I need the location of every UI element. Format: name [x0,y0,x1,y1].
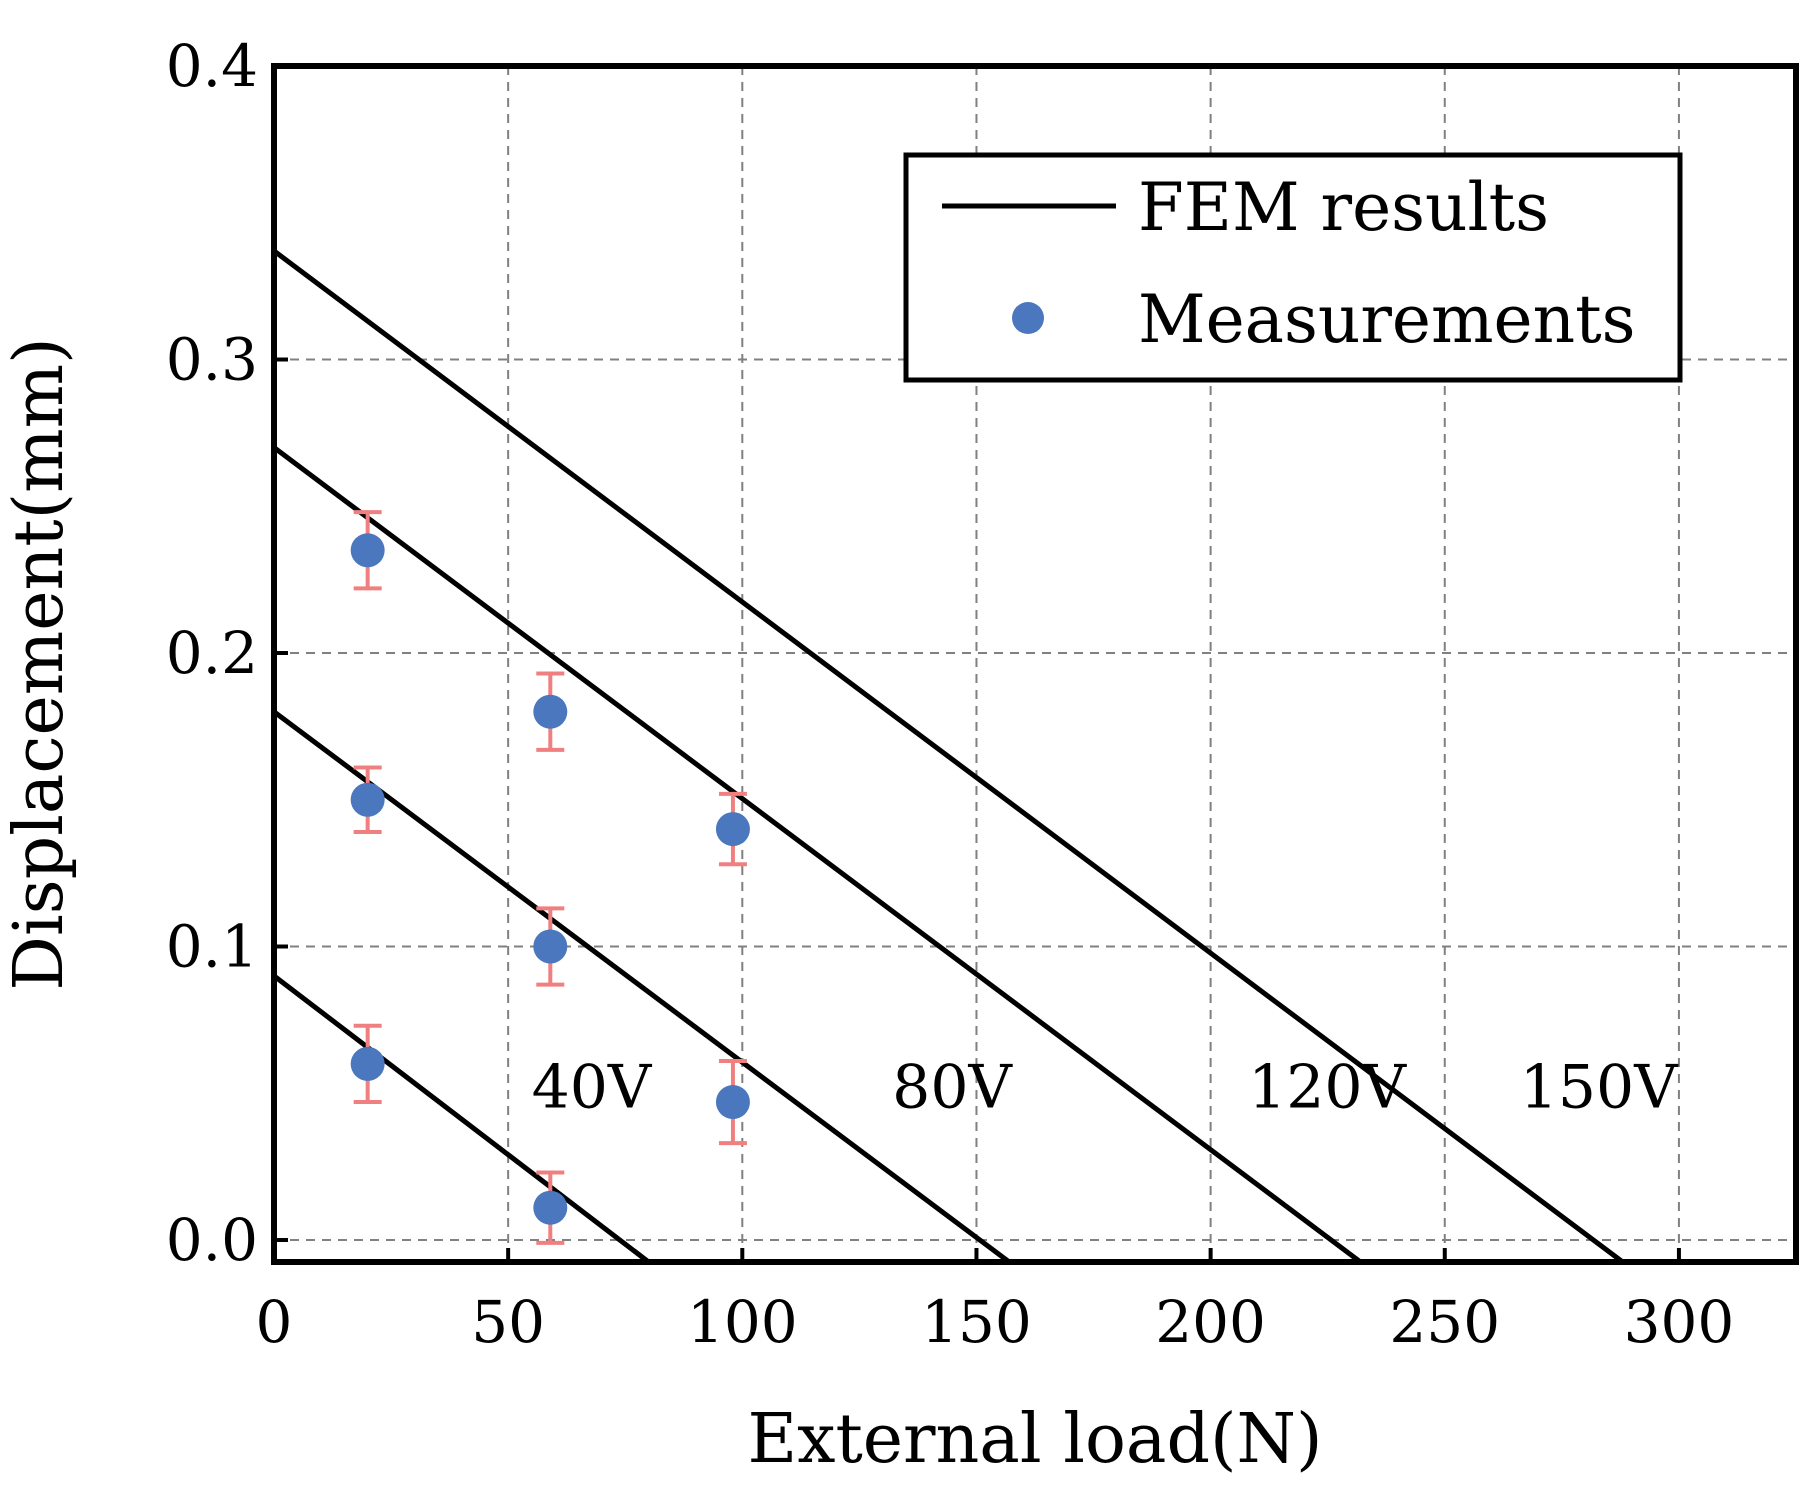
legend-marker-sample [1012,302,1044,334]
y-tick-label: 0.3 [166,325,258,393]
fem-line-120V [272,445,1362,1265]
y-tick-label: 0.0 [166,1206,258,1274]
x-tick-label: 250 [1389,1288,1500,1356]
measurement-point [350,1046,385,1081]
fem-line-40V [272,973,651,1264]
x-tick-labels: 0 50 100 150 200 250 300 [256,1288,1735,1356]
y-tick-label: 0.2 [166,619,258,687]
legend-box [903,152,1683,383]
fem-line-150V [272,248,1625,1265]
measurement-point [715,812,750,847]
fem-line-80V [272,709,1011,1265]
fem-lines [272,248,1625,1265]
measurement-points [350,533,750,1225]
y-axis-label: Displacement(mm) [0,337,79,990]
series-label-40V: 40V [532,1052,653,1122]
legend-label-measurements: Measurements [1138,281,1636,358]
legend-label-fem: FEM results [1138,169,1549,246]
series-label-80V: 80V [892,1052,1013,1122]
series-label-120V: 120V [1248,1052,1408,1122]
measurement-point [533,694,568,729]
plot-frame [271,63,1799,1265]
measurement-point [533,929,568,964]
measurement-point [715,1085,750,1120]
x-tick-label: 0 [256,1288,293,1356]
x-tick-label: 200 [1155,1288,1266,1356]
legend: FEM results Measurements [903,152,1683,383]
series-label-150V: 150V [1520,1052,1680,1122]
axis-ticks [272,64,1681,1262]
y-tick-label: 0.1 [166,912,258,980]
y-tick-labels: 0.0 0.1 0.2 0.3 0.4 [166,32,258,1274]
measurement-point [350,533,385,568]
y-tick-label: 0.4 [166,32,258,100]
x-tick-label: 300 [1624,1288,1735,1356]
x-tick-label: 150 [921,1288,1032,1356]
measurement-point [350,782,385,817]
error-bars [353,510,747,1245]
series-labels: 40V 80V 120V 150V [532,1052,1680,1122]
x-axis-label: External load(N) [747,1400,1322,1479]
x-tick-label: 100 [687,1288,798,1356]
measurement-point [533,1190,568,1225]
x-tick-label: 50 [471,1288,545,1356]
